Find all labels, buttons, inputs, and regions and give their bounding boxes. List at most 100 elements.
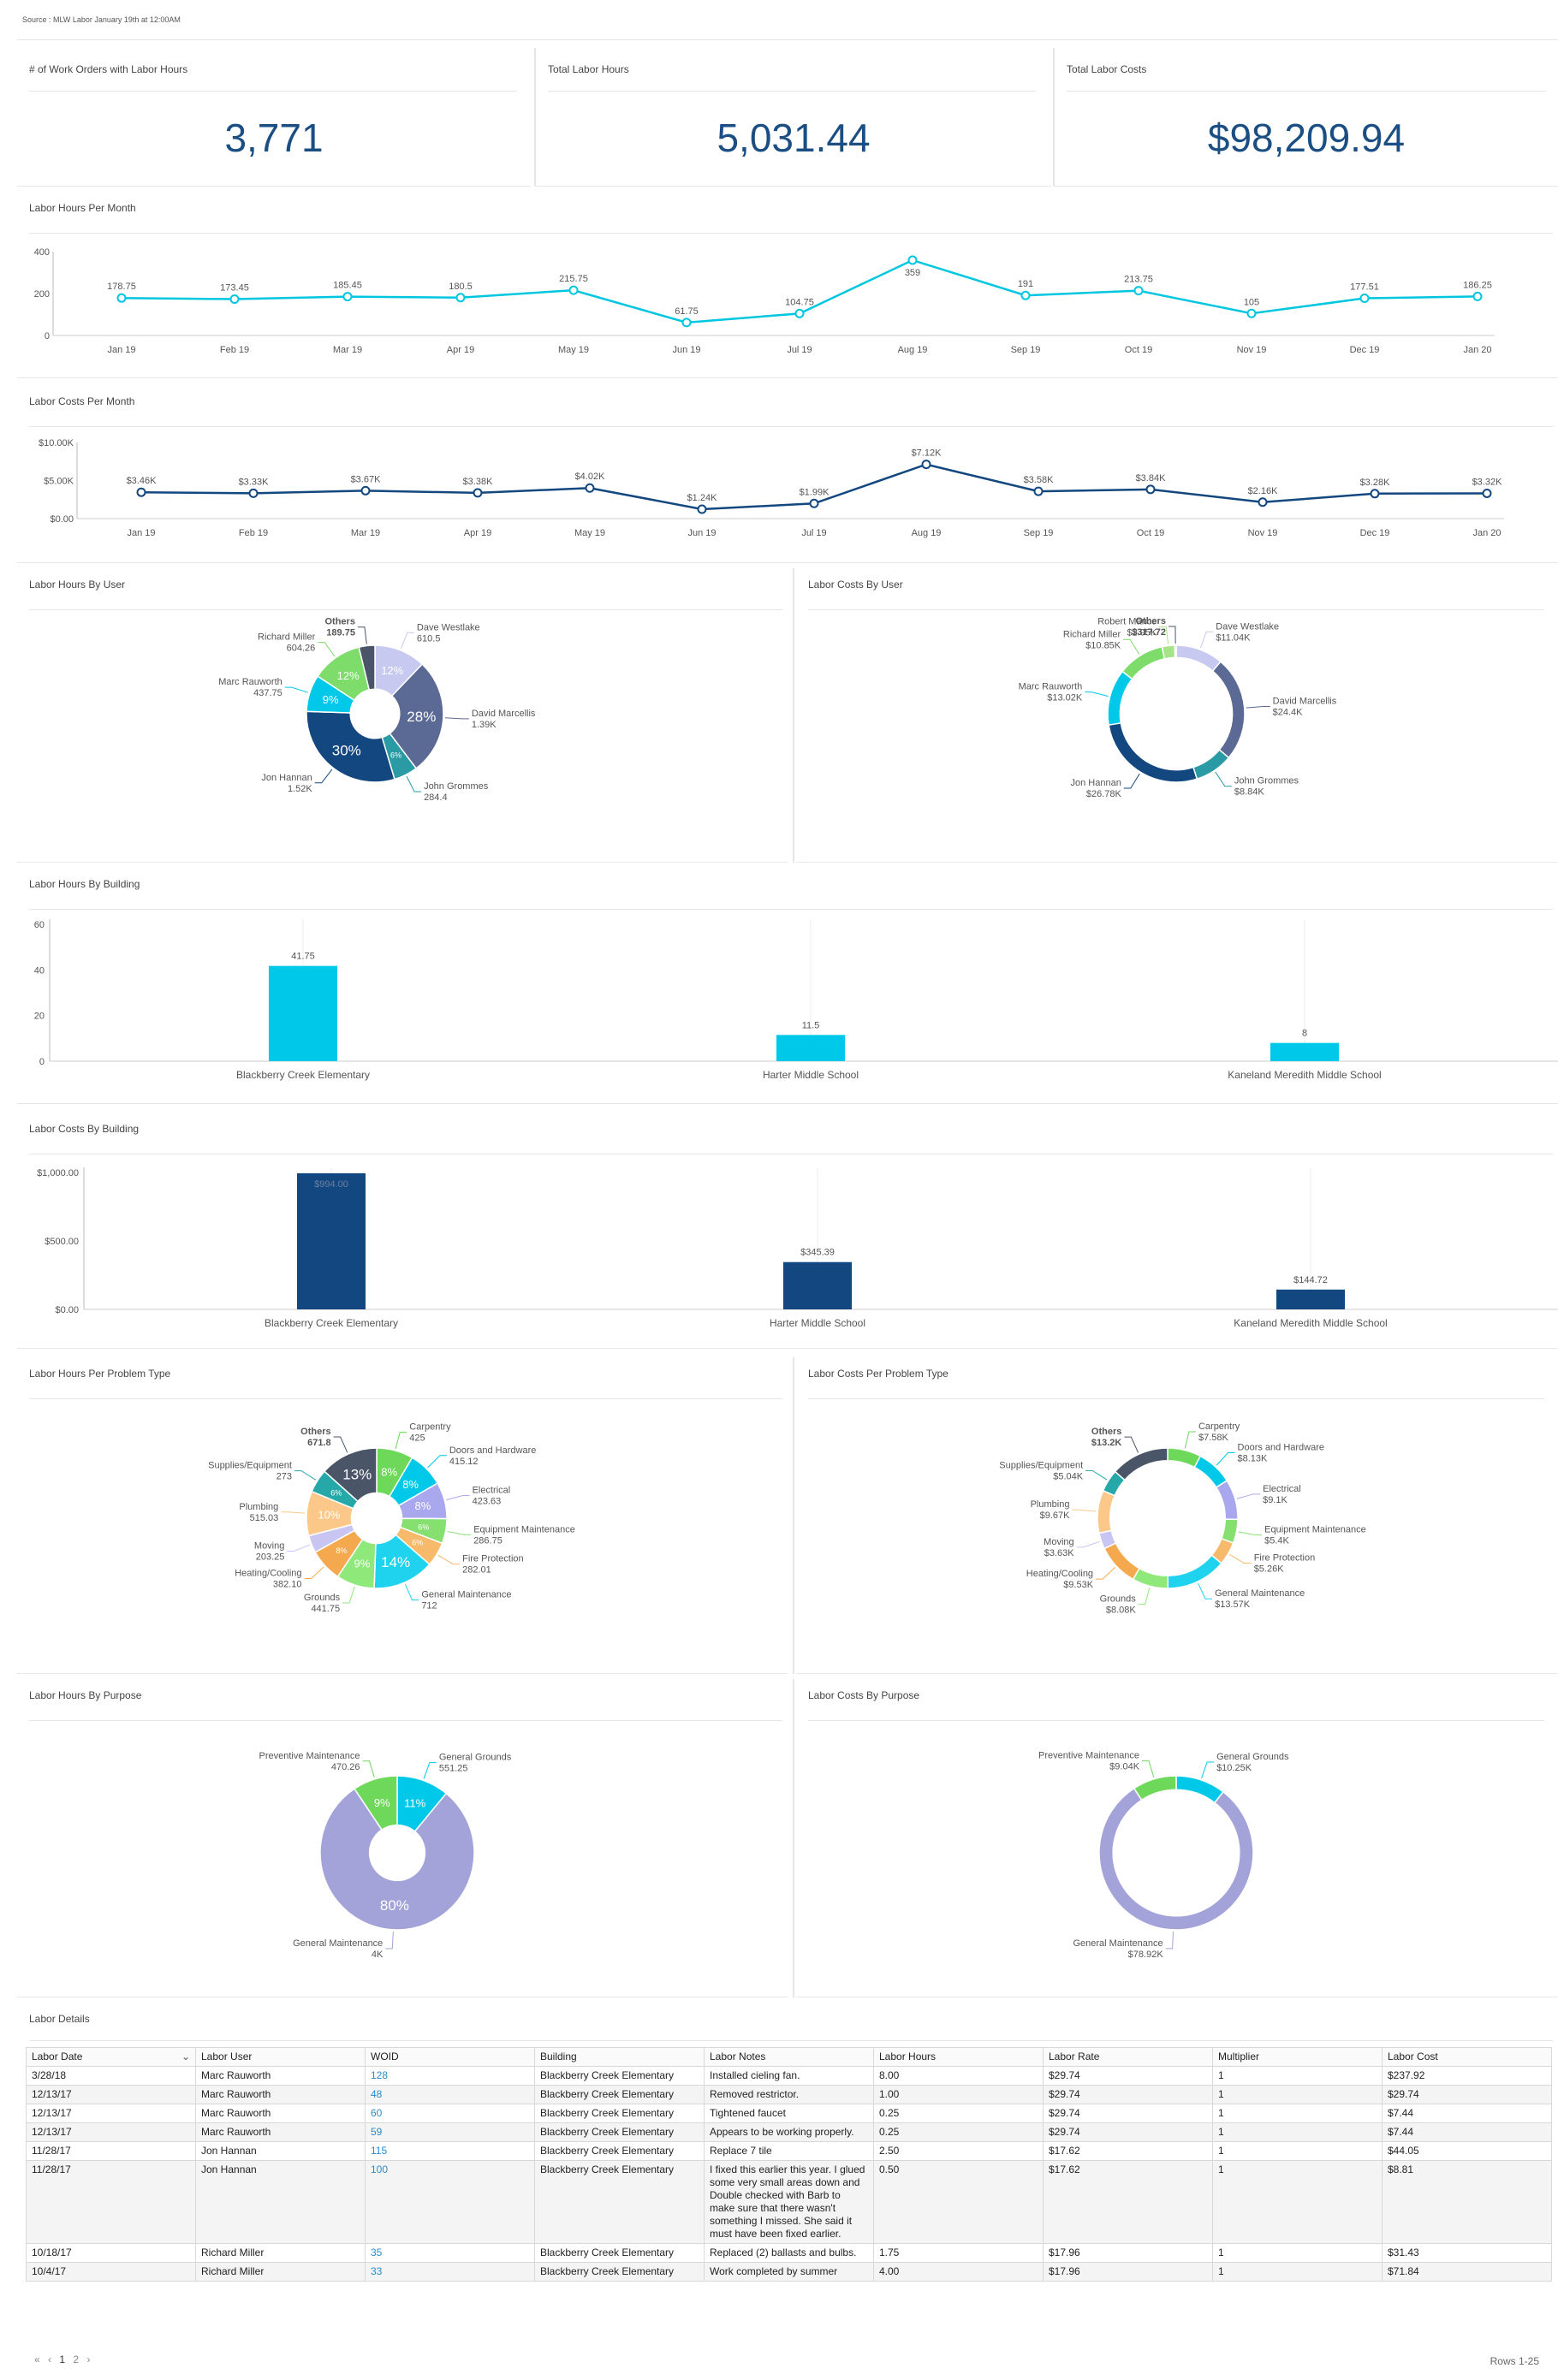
chevron-down-icon[interactable]: ⌄: [181, 2051, 190, 2062]
data-point: [1258, 497, 1268, 507]
divider: [548, 91, 1036, 92]
table-cell: 11/28/17: [26, 2141, 196, 2161]
table-row[interactable]: 10/18/17 Richard Miller 35 Blackberry Creek…: [26, 2243, 1552, 2263]
column-header[interactable]: Multiplier: [1212, 2047, 1383, 2067]
pie-slice: [1121, 645, 1166, 680]
data-label: $144.72: [1293, 1275, 1328, 1285]
column-header[interactable]: WOID: [365, 2047, 535, 2067]
column-header[interactable]: Labor Cost: [1382, 2047, 1552, 2067]
woid-link[interactable]: 33: [365, 2262, 535, 2282]
y-tick-label: $5.00K: [44, 477, 74, 487]
data-point: [455, 293, 466, 303]
table-row[interactable]: 12/13/17 Marc Rauworth 60 Blackberry Creek …: [26, 2104, 1552, 2123]
leader-line: [1236, 1493, 1261, 1499]
kpi-value: $98,209.94: [1207, 116, 1406, 160]
table-cell: 1: [1212, 2160, 1383, 2244]
table-row[interactable]: 12/13/17 Marc Rauworth 48 Blackberry Creek …: [26, 2085, 1552, 2104]
leader-line: [1124, 1436, 1139, 1453]
pie-slice: [1193, 1455, 1228, 1489]
slice-name-label: Moving: [254, 1540, 284, 1551]
prev-page-button[interactable]: ‹: [48, 2353, 52, 2365]
table-row[interactable]: 3/28/18 Marc Rauworth 128 Blackberry Creek …: [26, 2066, 1552, 2086]
slice-percent-label: 30%: [332, 743, 361, 759]
divider: [793, 568, 794, 863]
slice-name-label: Dave Westlake: [417, 622, 480, 632]
column-header[interactable]: Labor Rate: [1043, 2047, 1213, 2067]
pagination: « ‹ 1 2 ›: [34, 2353, 90, 2365]
data-point: [809, 498, 819, 508]
slice-name-label: David Marcellis: [472, 709, 536, 719]
x-tick-label: Oct 19: [1125, 345, 1152, 355]
leader-line: [1085, 1469, 1108, 1481]
slice-value-label: 382.10: [273, 1579, 302, 1589]
woid-link[interactable]: 115: [365, 2141, 535, 2161]
data-label: 213.75: [1124, 275, 1153, 285]
woid-link[interactable]: 128: [365, 2066, 535, 2086]
leader-line: [437, 1554, 461, 1565]
column-header[interactable]: Labor Hours: [873, 2047, 1044, 2067]
bar: [297, 1172, 366, 1309]
table-cell: $17.62: [1043, 2141, 1213, 2161]
data-label: $1.99K: [800, 487, 830, 497]
table-row[interactable]: 11/28/17 Jon Hannan 115 Blackberry Creek El…: [26, 2141, 1552, 2161]
labor-details-table: Labor Date ⌄ Labor User WOID Building Labor N…: [26, 2047, 1552, 2282]
column-header[interactable]: Labor Notes: [704, 2047, 874, 2067]
slice-value-label: 273: [277, 1472, 292, 1482]
table-row[interactable]: 10/4/17 Richard Miller 33 Blackberry Creek …: [26, 2262, 1552, 2282]
leader-line: [444, 717, 469, 720]
pie-slice: [1133, 1775, 1177, 1801]
table-cell: Blackberry Creek Elementary: [534, 2085, 705, 2104]
bar: [269, 965, 337, 1061]
leader-line: [362, 1760, 375, 1778]
slice-name-label: Moving: [1044, 1537, 1073, 1547]
woid-link[interactable]: 100: [365, 2160, 535, 2244]
column-header[interactable]: Labor User: [195, 2047, 366, 2067]
slice-value-label: $9.04K: [1109, 1762, 1140, 1772]
slice-value-label: 470.26: [331, 1762, 360, 1772]
slice-value-label: $8.13K: [1238, 1454, 1269, 1464]
slice-percent-label: 10%: [318, 1508, 340, 1521]
slice-name-label: Jon Hannan: [261, 773, 312, 783]
table-cell: 12/13/17: [26, 2122, 196, 2142]
next-page-button[interactable]: ›: [86, 2353, 91, 2365]
table-cell: 1: [1212, 2066, 1383, 2086]
divider: [17, 39, 1558, 40]
slice-name-label: Fire Protection: [1254, 1553, 1316, 1564]
table-cell: 0.25: [873, 2104, 1044, 2123]
table-cell: $71.84: [1382, 2262, 1552, 2282]
leader-line: [1123, 638, 1140, 655]
woid-link[interactable]: 59: [365, 2122, 535, 2142]
slice-name-label: Grounds: [304, 1593, 341, 1603]
table-cell: 12/13/17: [26, 2104, 196, 2123]
data-point: [1370, 489, 1380, 499]
data-label: $3.38K: [463, 477, 494, 487]
slice-value-label: 423.63: [473, 1497, 502, 1507]
slice-name-label: Others: [300, 1427, 330, 1437]
x-tick-label: Blackberry Creek Elementary: [265, 1317, 398, 1329]
table-row[interactable]: 12/13/17 Marc Rauworth 59 Blackberry Creek …: [26, 2122, 1552, 2142]
chart-costs-purpose: General Grounds$10.25K General Maintenanc…: [1038, 1751, 1289, 1960]
kpi-labor-hours: Total Labor Hours 5,031.44: [536, 48, 1051, 187]
leader-line: [1238, 1531, 1263, 1536]
data-point: [116, 293, 127, 303]
page-2-button[interactable]: 2: [73, 2353, 80, 2365]
column-header[interactable]: Building: [534, 2047, 705, 2067]
pie-slice: [1215, 1480, 1239, 1521]
first-page-button[interactable]: «: [34, 2353, 40, 2365]
panel-title: Labor Costs By User: [808, 579, 903, 591]
divider: [808, 609, 1544, 610]
table-row[interactable]: 11/28/17 Jon Hannan 100 Blackberry Creek El…: [26, 2160, 1552, 2244]
leader-line: [318, 642, 336, 657]
leader-line: [385, 1931, 394, 1950]
slice-value-label: 604.26: [287, 644, 316, 654]
column-header[interactable]: Labor Date ⌄: [26, 2047, 196, 2067]
woid-link[interactable]: 35: [365, 2243, 535, 2263]
page-1-button[interactable]: 1: [59, 2353, 66, 2365]
slice-value-label: 425: [409, 1433, 425, 1444]
data-point: [342, 292, 353, 302]
slice-name-label: Supplies/Equipment: [999, 1460, 1083, 1470]
woid-link[interactable]: 60: [365, 2104, 535, 2123]
woid-link[interactable]: 48: [365, 2085, 535, 2104]
panel-title: Labor Hours By Purpose: [29, 1689, 142, 1701]
